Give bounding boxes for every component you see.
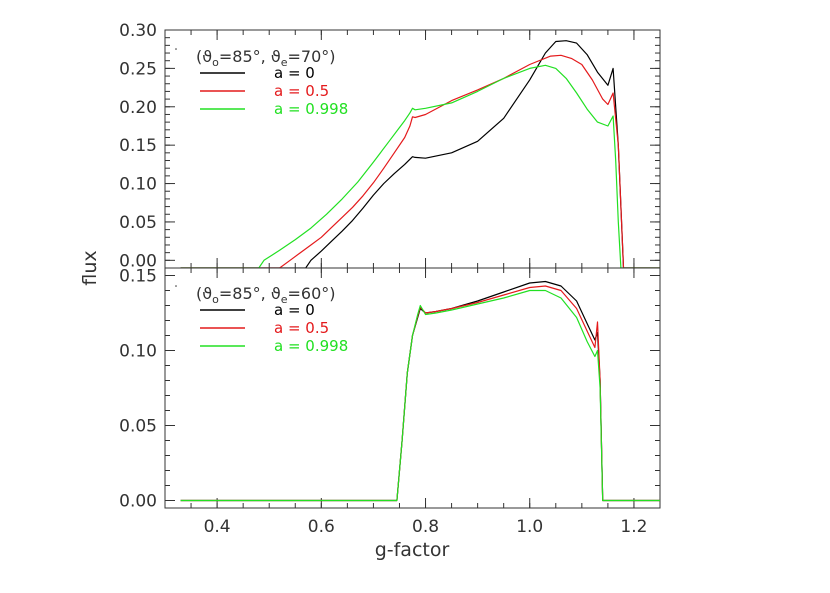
y-axis-title: flux xyxy=(79,250,101,285)
legend-label: a = 0.998 xyxy=(274,337,348,355)
y-tick-label: 0.20 xyxy=(119,98,157,118)
y-tick-label: 0.15 xyxy=(119,136,157,156)
bottom-panel-frame xyxy=(164,267,661,509)
y-tick-label: 0.05 xyxy=(119,213,157,233)
y-tick-label: 0.10 xyxy=(119,342,157,362)
legend-label: a = 0 xyxy=(274,301,315,319)
top-panel-ticks xyxy=(164,29,661,268)
series-line-a0 xyxy=(180,280,660,502)
bottom-panel: 0.00 0.05 0.10 0.15 0.4 0.6 0.8 1.0 1.2 (ϑo=85°… xyxy=(119,267,661,537)
x-tick-label: 1.2 xyxy=(620,517,647,537)
top-panel: 0.00 0.05 0.10 0.15 0.20 0.25 0.30 (ϑo=85°, ϑe… xyxy=(119,21,661,271)
x-tick-label: 0.4 xyxy=(204,517,231,537)
y-tick-label: 0.15 xyxy=(119,267,157,287)
x-tick-label: 1.0 xyxy=(516,517,543,537)
legend-label: a = 0.5 xyxy=(274,319,329,337)
top-panel-curves xyxy=(180,40,660,268)
y-tick-label: 0.00 xyxy=(119,251,157,271)
legend-label: a = 0.5 xyxy=(274,82,329,100)
legend-label: a = 0.998 xyxy=(274,100,348,118)
bottom-panel-y-tick-labels: 0.00 0.05 0.10 0.15 xyxy=(119,267,157,512)
x-axis-title: g-factor xyxy=(375,539,450,561)
y-tick-label: 0.25 xyxy=(119,59,157,79)
y-tick-label: 0.05 xyxy=(119,417,157,437)
series-line-a0 xyxy=(180,40,660,268)
legend-dot xyxy=(175,48,177,50)
series-line-a05 xyxy=(180,285,660,502)
legend-label: a = 0 xyxy=(274,64,315,82)
top-legend-title: (ϑo=85°, ϑe=70°) xyxy=(196,47,336,69)
legend-dot xyxy=(175,285,177,287)
bottom-legend-title: (ϑo=85°, ϑe=60°) xyxy=(196,284,336,306)
x-tick-label: 0.6 xyxy=(308,517,335,537)
bottom-panel-legend: (ϑo=85°, ϑe=60°) a = 0a = 0.5a = 0.998 xyxy=(175,284,348,355)
bottom-panel-curves xyxy=(180,280,660,502)
x-tick-label: 0.8 xyxy=(412,517,439,537)
top-panel-legend: (ϑo=85°, ϑe=70°) a = 0a = 0.5a = 0.998 xyxy=(175,47,348,118)
y-tick-label: 0.10 xyxy=(119,175,157,195)
series-line-a0998 xyxy=(180,289,660,502)
x-tick-labels: 0.4 0.6 0.8 1.0 1.2 xyxy=(204,517,648,537)
y-tick-label: 0.30 xyxy=(119,21,157,41)
top-panel-y-tick-labels: 0.00 0.05 0.10 0.15 0.20 0.25 0.30 xyxy=(119,21,157,271)
bottom-panel-ticks xyxy=(164,268,661,508)
series-line-a0998 xyxy=(180,64,660,268)
y-tick-label: 0.00 xyxy=(119,492,157,512)
series-line-a05 xyxy=(180,54,660,268)
